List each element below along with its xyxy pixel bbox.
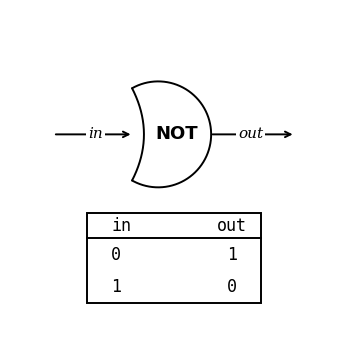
Text: 0: 0 [111, 246, 121, 264]
Text: in: in [88, 127, 103, 141]
Text: in: in [111, 217, 131, 235]
Text: 1: 1 [111, 278, 121, 296]
Text: NOT: NOT [156, 125, 198, 143]
Text: 1: 1 [227, 246, 237, 264]
Text: out: out [217, 217, 247, 235]
Text: 0: 0 [227, 278, 237, 296]
Bar [87, 213, 261, 303]
Text: out: out [238, 127, 263, 141]
